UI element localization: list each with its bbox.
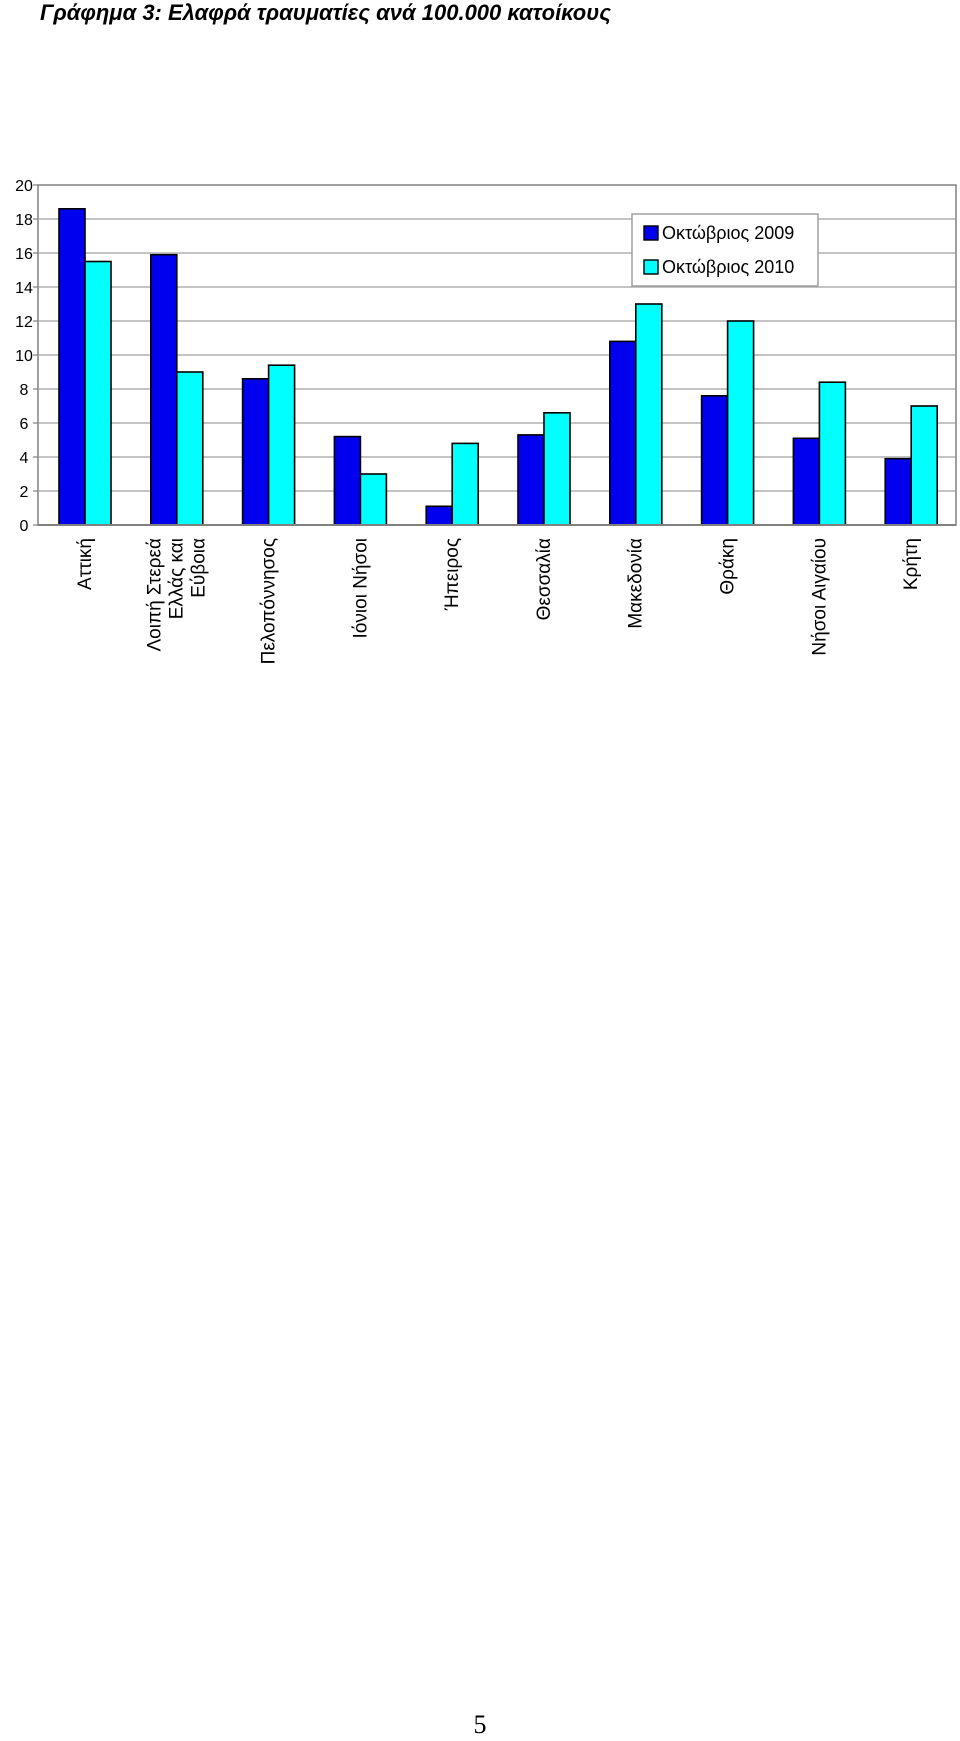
x-category-label: Ελλάς και [167,538,188,619]
chart-title: Γράφημα 3: Ελαφρά τραυματίες ανά 100.000… [40,0,611,25]
legend-swatch-2 [643,259,659,275]
x-category-label: Θεσσαλία [534,538,555,620]
bar-2-2 [176,371,204,526]
x-category-label: Ήπειρος [442,538,463,611]
x-category-label: Θράκη [718,538,739,595]
bar-2-4 [359,473,388,526]
x-category-label: Πελοπόννησος [259,538,280,664]
bar-2-5 [451,442,480,526]
bar-1-4 [333,435,362,526]
legend: Οκτώβριος 2009 Οκτώβριος 2010 [631,213,819,287]
y-tick-label: 14 [15,280,33,297]
y-tick-label: 4 [20,450,29,467]
y-tick-label: 12 [15,314,33,331]
y-tick-label: 2 [20,484,29,501]
y-tick-label: 20 [15,178,33,195]
bar-2-3 [267,364,296,526]
bar-1-10 [884,457,913,526]
bar-1-8 [700,394,729,526]
y-tick-label: 10 [15,348,33,365]
x-category-label: Νήσοι Αιγαίου [809,538,830,656]
bar-2-6 [543,411,571,526]
legend-label-2: Οκτώβριος 2010 [662,257,794,277]
y-tick-label: 8 [20,382,29,399]
bar-1-2 [150,253,178,526]
x-category-label: Κρήτη [901,538,922,590]
legend-swatch-1 [643,225,659,241]
bar-2-9 [818,381,847,526]
bar-1-3 [241,377,270,526]
bar-2-10 [910,405,939,526]
x-category-label: Μακεδονία [626,538,647,629]
bar-1-5 [425,505,454,526]
x-category-label: Εύβοια [189,538,210,598]
bar-1-1 [58,208,86,526]
y-tick-label: 6 [20,416,29,433]
bar-1-7 [608,340,637,526]
x-category-label: Λοιπή Στερεά [145,538,166,652]
x-category-label: Ιόνιοι Νήσοι [350,538,371,638]
bars [58,208,939,526]
bar-1-9 [792,437,821,526]
x-category-label: Αττική [75,538,96,590]
y-tick-label: 16 [15,246,33,263]
page-number: 5 [473,1710,487,1739]
bar-2-1 [84,260,112,526]
legend-label-1: Οκτώβριος 2009 [662,223,794,243]
y-axis-ticks: 0 2 4 6 8 10 12 14 16 18 20 [15,178,38,535]
legend-box [631,213,819,287]
bar-chart: 0 2 4 6 8 10 12 14 16 18 20 Αττική Λοιπή Στερεά Ελλά… [15,178,957,664]
x-axis-labels: Αττική Λοιπή Στερεά Ελλάς και Εύβοια Πελοπόν… [75,538,922,664]
bar-2-7 [634,303,663,526]
y-tick-label: 18 [15,212,33,229]
bar-1-6 [517,434,545,526]
bar-2-8 [726,320,755,526]
y-tick-label: 0 [20,518,29,535]
